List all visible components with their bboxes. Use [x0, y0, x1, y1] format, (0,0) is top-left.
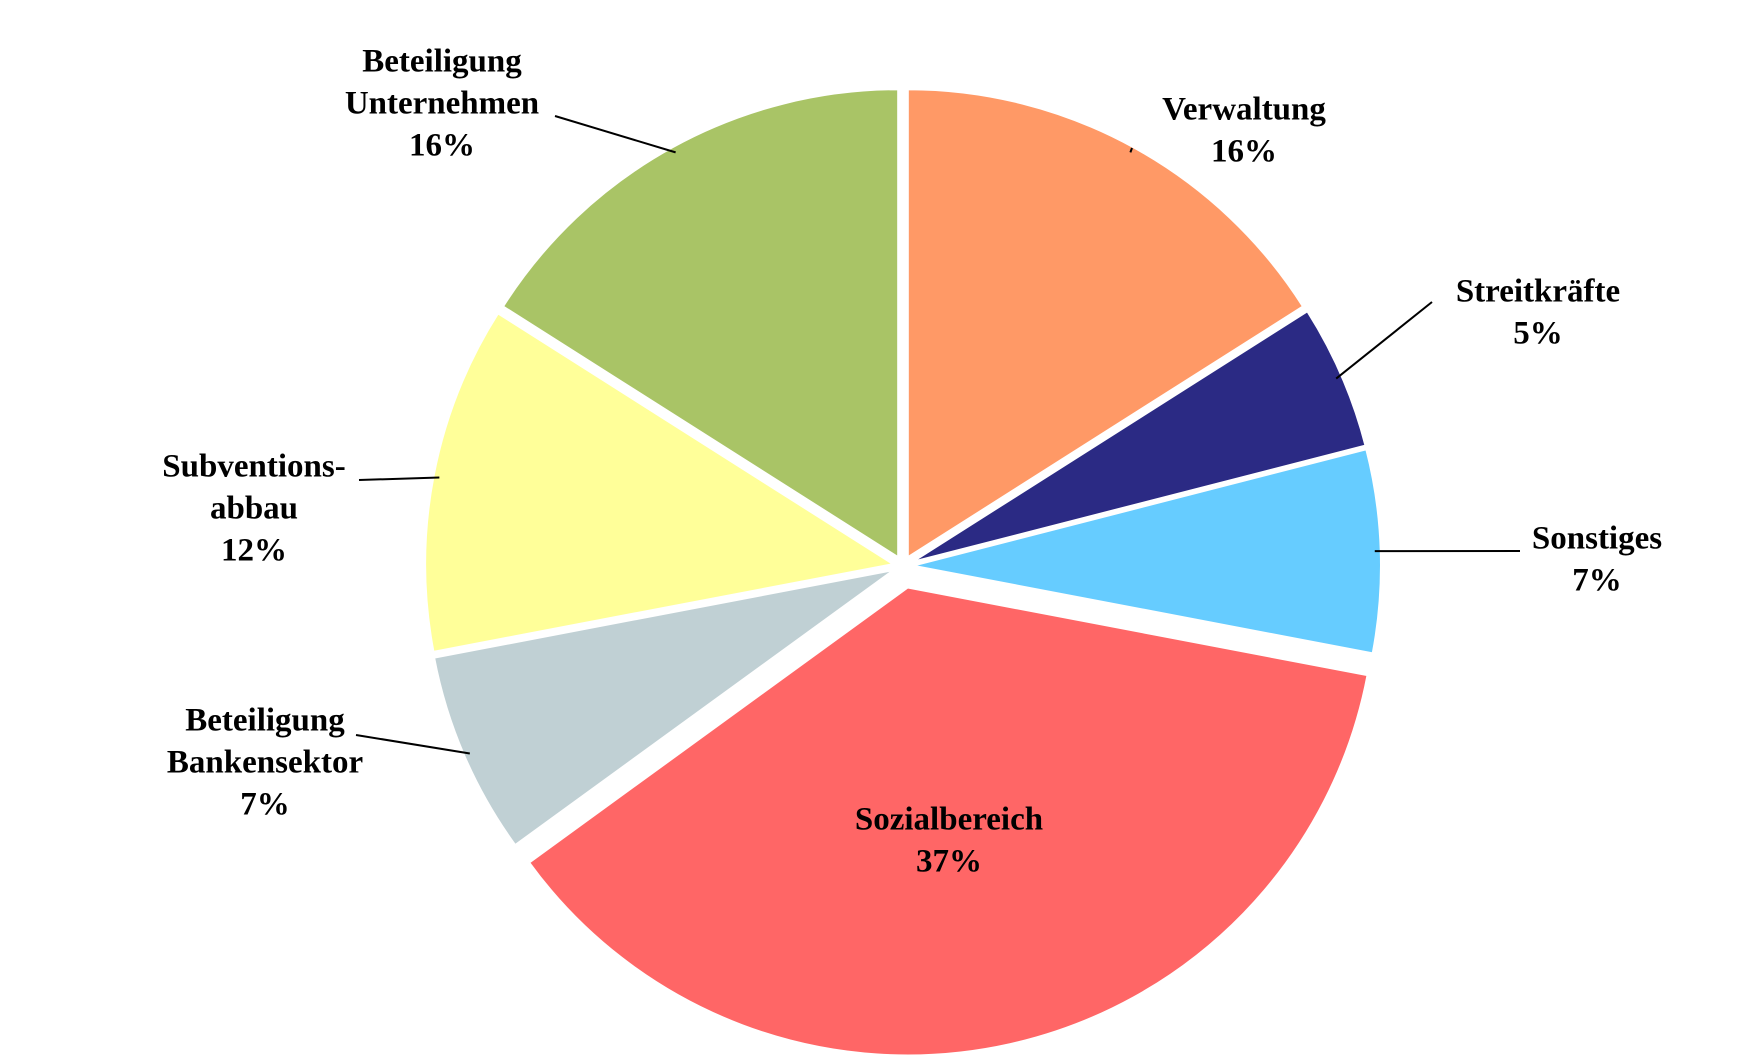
pie-slice [911, 309, 1367, 563]
slice-value-label: 16% [409, 128, 475, 164]
pie-slice [424, 311, 896, 653]
pie-slice [906, 88, 1305, 560]
pie-slice [501, 88, 900, 560]
slice-value-label: 16% [1211, 134, 1277, 170]
slice-label: Sozialbereich [855, 802, 1043, 838]
slice-label: Subventions- [162, 449, 345, 485]
leader-line [1129, 147, 1133, 153]
slice-value-label: 7% [1572, 563, 1622, 599]
slice-label: Streitkräfte [1456, 274, 1620, 310]
pie-slice [527, 586, 1369, 1055]
slice-value-label: 5% [1513, 316, 1563, 352]
slice-value-label: 7% [240, 787, 290, 823]
slice-value-label: 37% [916, 844, 982, 880]
slice-label: abbau [210, 491, 298, 527]
leader-line [355, 734, 470, 755]
leader-line [358, 476, 440, 481]
leader-line [554, 115, 676, 154]
slice-value-label: 12% [221, 533, 287, 569]
slice-label: Beteiligung [362, 44, 522, 80]
slice-label: Sonstiges [1532, 521, 1662, 557]
slice-label: Verwaltung [1162, 92, 1326, 128]
slice-label: Unternehmen [345, 86, 539, 122]
leader-line [1335, 301, 1433, 380]
slice-label: Bankensektor [167, 745, 363, 781]
slice-label: Beteiligung [185, 703, 345, 739]
pie-slice [432, 568, 895, 847]
